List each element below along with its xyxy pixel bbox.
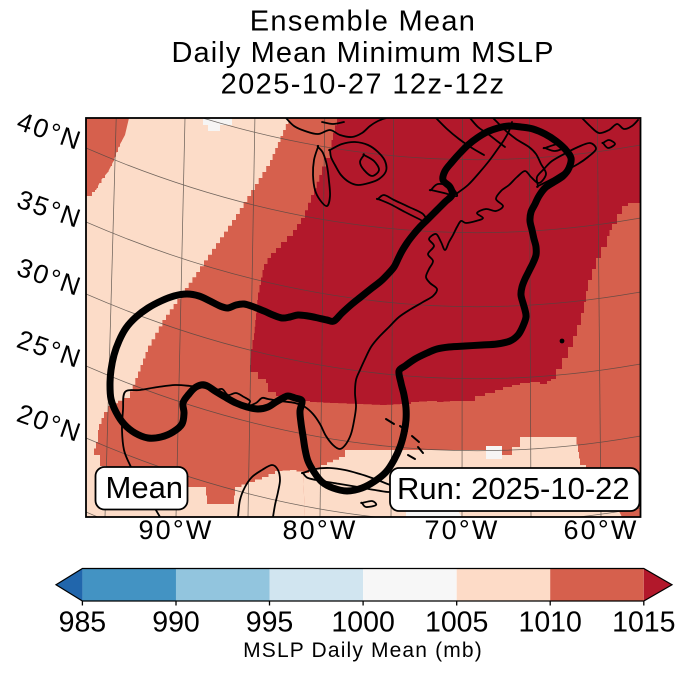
- svg-text:1000: 1000: [331, 607, 394, 639]
- svg-text:2025-10-27 12z-12z: 2025-10-27 12z-12z: [221, 69, 506, 101]
- svg-text:80°W: 80°W: [282, 515, 357, 545]
- svg-text:70°W: 70°W: [424, 515, 499, 545]
- svg-text:1010: 1010: [518, 607, 581, 639]
- svg-text:1005: 1005: [425, 607, 488, 639]
- svg-text:Mean: Mean: [106, 470, 184, 505]
- svg-text:MSLP Daily Mean (mb): MSLP Daily Mean (mb): [243, 639, 483, 662]
- svg-text:995: 995: [246, 607, 294, 639]
- svg-text:Run: 2025-10-22: Run: 2025-10-22: [397, 471, 630, 506]
- svg-text:1015: 1015: [612, 607, 675, 639]
- svg-text:985: 985: [59, 607, 107, 639]
- svg-text:90°W: 90°W: [138, 515, 213, 545]
- svg-text:990: 990: [152, 607, 200, 639]
- svg-text:60°W: 60°W: [563, 515, 638, 545]
- svg-text:Ensemble Mean: Ensemble Mean: [250, 6, 476, 38]
- svg-text:Daily Mean Minimum MSLP: Daily Mean Minimum MSLP: [171, 37, 554, 69]
